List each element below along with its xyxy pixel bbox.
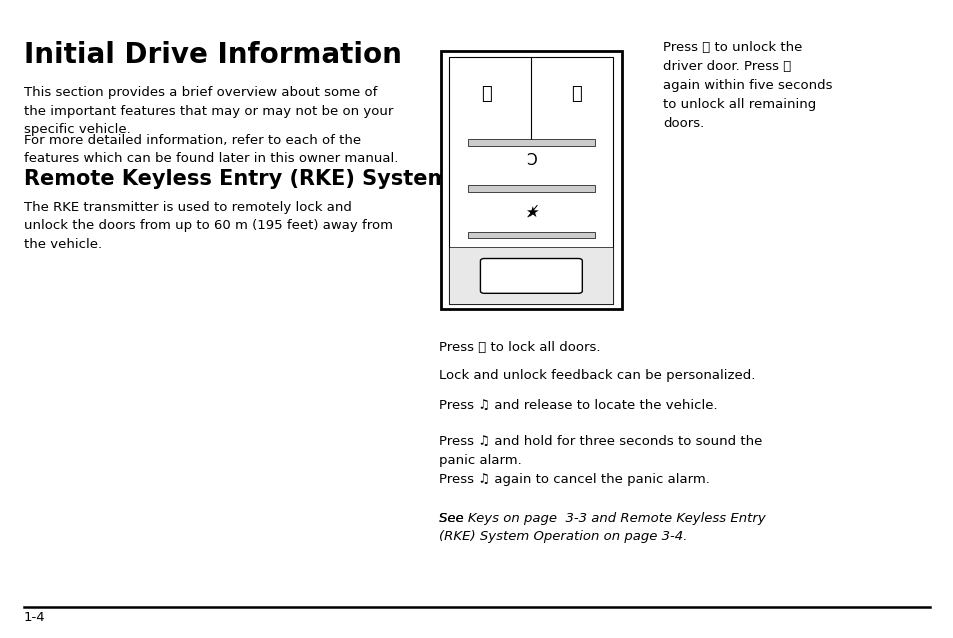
- Text: The RKE transmitter is used to remotely lock and
unlock the doors from up to 60 : The RKE transmitter is used to remotely …: [24, 201, 393, 251]
- Text: Ɔ: Ɔ: [525, 153, 537, 168]
- Text: This section provides a brief overview about some of
the important features that: This section provides a brief overview a…: [24, 86, 393, 136]
- Text: For more detailed information, refer to each of the
features which can be found : For more detailed information, refer to …: [24, 134, 397, 165]
- Text: Press ♫ and hold for three seconds to sound the
panic alarm.: Press ♫ and hold for three seconds to so…: [438, 435, 761, 466]
- Text: Remote Keyless Entry (RKE) System: Remote Keyless Entry (RKE) System: [24, 169, 449, 189]
- Text: Press ♫ again to cancel the panic alarm.: Press ♫ again to cancel the panic alarm.: [438, 473, 709, 486]
- Bar: [468, 232, 595, 239]
- Bar: [449, 247, 613, 304]
- Text: 🔒: 🔒: [480, 85, 491, 103]
- Bar: [468, 186, 595, 192]
- Text: 🔓: 🔓: [571, 85, 581, 103]
- Text: Press ♫ and release to locate the vehicle.: Press ♫ and release to locate the vehicl…: [438, 399, 717, 412]
- Text: 1-4: 1-4: [24, 611, 46, 624]
- Text: Initial Drive Information: Initial Drive Information: [24, 41, 401, 70]
- Text: Lock and unlock feedback can be personalized.: Lock and unlock feedback can be personal…: [438, 369, 755, 382]
- FancyBboxPatch shape: [480, 258, 581, 293]
- Text: See: See: [438, 512, 468, 524]
- Bar: [468, 140, 595, 146]
- FancyBboxPatch shape: [449, 57, 613, 304]
- Text: ★̸: ★̸: [524, 204, 537, 219]
- FancyBboxPatch shape: [440, 51, 621, 309]
- Text: Press 🔒 to unlock the
driver door. Press 🔒
again within five seconds
to unlock a: Press 🔒 to unlock the driver door. Press…: [662, 41, 832, 130]
- Text: See Keys on page  3-3 and Remote Keyless Entry
(RKE) System Operation on page 3-: See Keys on page 3-3 and Remote Keyless …: [438, 512, 765, 543]
- Text: Press 🔒 to lock all doors.: Press 🔒 to lock all doors.: [438, 341, 599, 354]
